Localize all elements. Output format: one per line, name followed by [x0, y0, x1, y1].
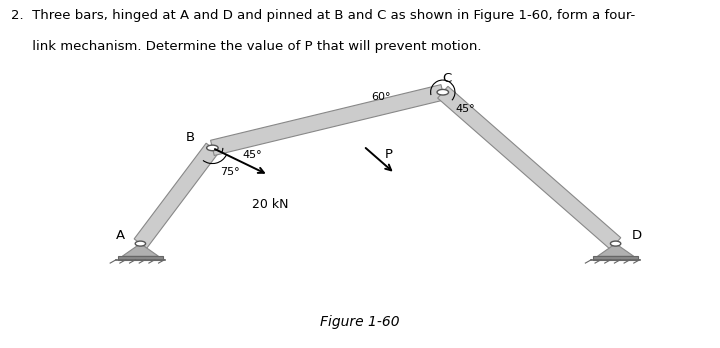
Text: B: B: [185, 132, 194, 144]
Polygon shape: [210, 85, 445, 156]
Polygon shape: [118, 256, 163, 260]
Circle shape: [135, 241, 145, 246]
Text: C: C: [442, 72, 451, 85]
Text: 45°: 45°: [243, 150, 262, 160]
Polygon shape: [122, 244, 158, 256]
Text: D: D: [631, 229, 642, 242]
Polygon shape: [438, 86, 621, 250]
Text: 20 kN: 20 kN: [252, 198, 289, 211]
Text: A: A: [115, 229, 125, 242]
Polygon shape: [134, 143, 219, 248]
Text: Figure 1-60: Figure 1-60: [320, 315, 400, 329]
Text: 60°: 60°: [372, 92, 391, 102]
Text: P: P: [385, 148, 393, 161]
Polygon shape: [598, 244, 634, 256]
Polygon shape: [593, 256, 638, 260]
Circle shape: [437, 89, 449, 95]
Circle shape: [611, 241, 621, 246]
Circle shape: [207, 145, 218, 151]
Text: 75°: 75°: [220, 167, 239, 177]
Text: 2.  Three bars, hinged at A and D and pinned at B and C as shown in Figure 1-60,: 2. Three bars, hinged at A and D and pin…: [11, 9, 635, 22]
Text: link mechanism. Determine the value of P that will prevent motion.: link mechanism. Determine the value of P…: [11, 40, 481, 53]
Text: 45°: 45°: [456, 104, 475, 114]
